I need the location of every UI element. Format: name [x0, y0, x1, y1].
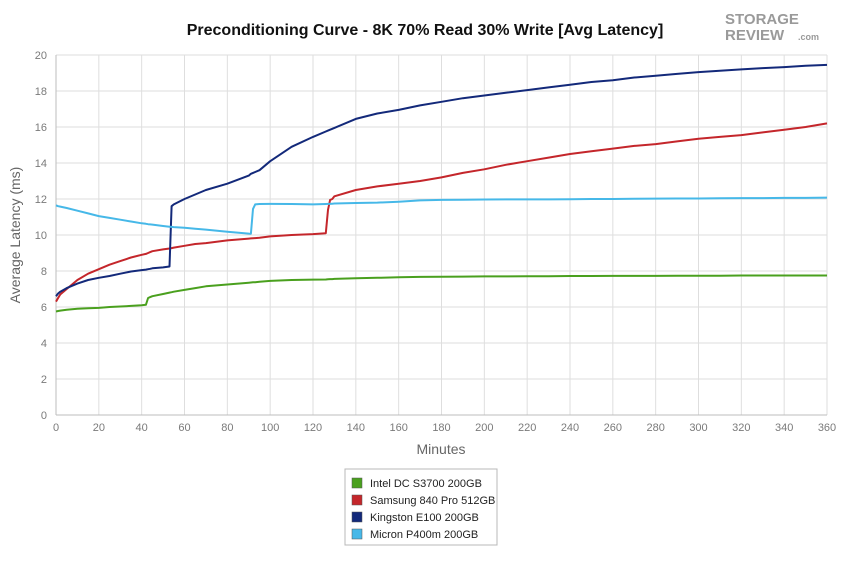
legend-swatch — [351, 511, 363, 523]
logo-suffix: .com — [798, 32, 819, 42]
y-axis-label: Average Latency (ms) — [7, 167, 23, 304]
legend-label: Samsung 840 Pro 512GB — [370, 495, 495, 507]
legend-swatch — [351, 477, 363, 489]
x-tick-label: 360 — [818, 422, 836, 434]
y-tick-label: 4 — [41, 338, 47, 350]
grid — [55, 54, 828, 416]
x-tick-labels: 0 20 40 60 80 100 120 140 160 180 200 220 240 260 280 3… — [53, 422, 836, 434]
logo-line-2: REVIEW — [725, 27, 785, 44]
x-tick-label: 180 — [432, 422, 450, 434]
x-axis-label: Minutes — [416, 441, 465, 457]
x-tick-label: 60 — [178, 422, 190, 434]
y-tick-labels: 0 2 4 6 8 10 12 14 16 18 20 — [35, 50, 47, 422]
x-tick-label: 120 — [304, 422, 322, 434]
x-tick-label: 220 — [518, 422, 536, 434]
y-tick-label: 8 — [41, 266, 47, 278]
legend: Intel DC S3700 200GB Samsung 840 Pro 512G… — [344, 468, 498, 546]
y-tick-label: 14 — [35, 158, 47, 170]
y-tick-label: 6 — [41, 302, 47, 314]
series-line-3 — [55, 63, 828, 297]
y-tick-label: 16 — [35, 122, 47, 134]
x-tick-label: 100 — [261, 422, 279, 434]
x-tick-label: 240 — [561, 422, 579, 434]
series-lines — [55, 63, 828, 313]
chart-title: Preconditioning Curve - 8K 70% Read 30% … — [187, 22, 664, 39]
series-line-4 — [55, 196, 828, 235]
series-line-2 — [55, 122, 828, 303]
legend-label: Intel DC S3700 200GB — [370, 478, 482, 490]
x-tick-label: 260 — [604, 422, 622, 434]
y-tick-label: 2 — [41, 374, 47, 386]
y-tick-label: 18 — [35, 86, 47, 98]
x-tick-label: 340 — [775, 422, 793, 434]
x-tick-label: 280 — [646, 422, 664, 434]
legend-label: Kingston E100 200GB — [370, 512, 479, 524]
y-tick-label: 12 — [35, 194, 47, 206]
x-tick-label: 200 — [475, 422, 493, 434]
legend-box — [344, 468, 498, 546]
x-tick-label: 0 — [53, 422, 59, 434]
x-tick-label: 80 — [221, 422, 233, 434]
logo-line-1: STORAGE — [725, 11, 799, 28]
y-tick-label: 0 — [41, 410, 47, 422]
x-tick-label: 160 — [389, 422, 407, 434]
x-tick-label: 140 — [347, 422, 365, 434]
x-tick-label: 300 — [689, 422, 707, 434]
y-tick-label: 10 — [35, 230, 47, 242]
legend-swatch — [351, 528, 363, 540]
x-tick-label: 320 — [732, 422, 750, 434]
series-line-1 — [55, 274, 827, 313]
x-tick-label: 40 — [136, 422, 148, 434]
legend-swatch — [351, 494, 363, 506]
site-logo: STORAGE REVIEW .com — [725, 11, 819, 44]
x-tick-label: 20 — [93, 422, 105, 434]
legend-label: Micron P400m 200GB — [370, 529, 478, 541]
y-tick-label: 20 — [35, 50, 47, 62]
